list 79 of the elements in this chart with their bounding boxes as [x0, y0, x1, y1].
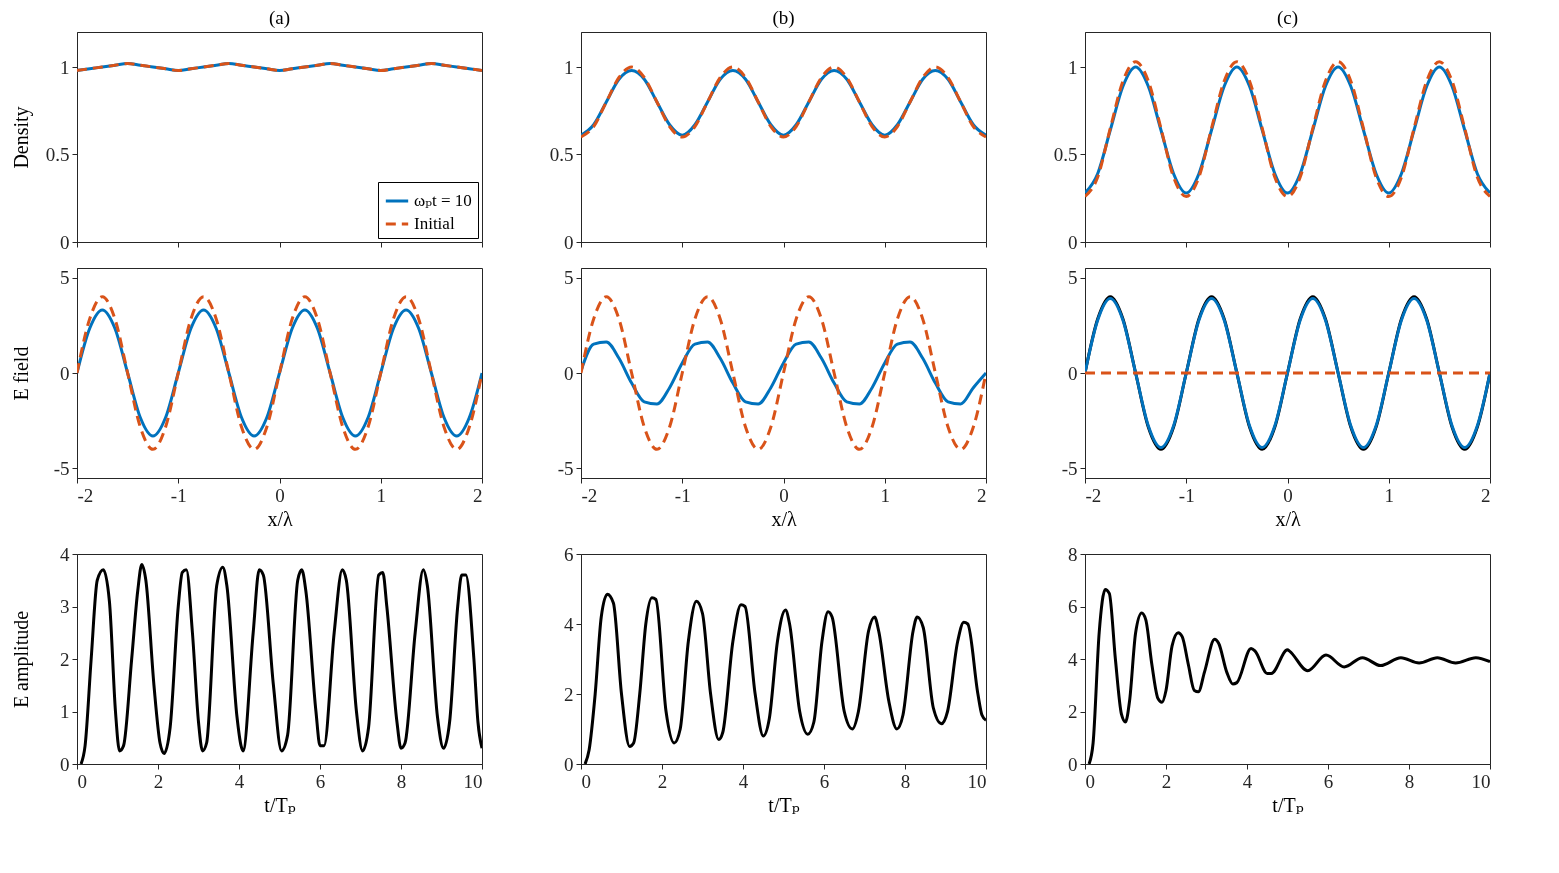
- x-tick-label: 2: [473, 484, 483, 506]
- x-tick-label: 8: [396, 770, 407, 792]
- x-tick-label: 10: [463, 770, 483, 792]
- x-axis-title: x/λ: [267, 507, 293, 530]
- y-tick-label: 6: [1068, 596, 1078, 617]
- chart-title: (b): [772, 7, 795, 29]
- x-tick-label: 6: [819, 770, 830, 792]
- x-tick-label: -2: [581, 484, 598, 506]
- x-axis-title: x/λ: [771, 507, 797, 530]
- y-tick-label: 0: [1068, 231, 1078, 253]
- x-axis-title: t/Tₚ: [264, 793, 296, 816]
- x-tick-label: 1: [376, 484, 386, 506]
- y-tick-label: -5: [1061, 457, 1078, 479]
- x-tick-label: 1: [880, 484, 890, 506]
- y-tick-label: 0: [60, 231, 70, 253]
- y-axis-title: E amplitude: [9, 610, 33, 709]
- x-axis-title: t/Tₚ: [768, 793, 800, 816]
- x-tick-label: 0: [275, 484, 285, 506]
- x-tick-label: 2: [657, 770, 668, 792]
- y-tick-label: 0.5: [549, 144, 574, 165]
- x-tick-label: 2: [153, 770, 164, 792]
- x-tick-label: -1: [1178, 484, 1195, 506]
- y-tick-label: 4: [1068, 648, 1078, 670]
- legend-label: ωₚt = 10: [414, 191, 472, 210]
- y-tick-label: 6: [564, 543, 574, 565]
- y-tick-label: 4: [564, 613, 574, 635]
- y-tick-label: 5: [60, 267, 70, 289]
- y-tick-label: 0: [1068, 753, 1078, 775]
- y-tick-label: 1: [1068, 56, 1078, 78]
- x-tick-label: 10: [1471, 770, 1491, 792]
- x-tick-label: 0: [1283, 484, 1293, 506]
- x-tick-label: -2: [1085, 484, 1102, 506]
- legend-label: Initial: [414, 214, 455, 233]
- x-tick-label: 4: [234, 770, 245, 792]
- x-tick-label: -1: [674, 484, 691, 506]
- y-tick-label: 1: [564, 56, 574, 78]
- y-tick-label: 2: [1068, 701, 1078, 722]
- y-tick-label: 2: [564, 683, 574, 705]
- chart-title: (c): [1276, 7, 1299, 29]
- y-tick-label: 0: [60, 753, 70, 775]
- y-tick-label: 1: [60, 56, 70, 78]
- x-tick-label: 8: [1404, 770, 1415, 792]
- x-tick-label: 4: [738, 770, 749, 792]
- y-tick-label: 0: [564, 753, 574, 775]
- x-tick-label: 0: [581, 770, 591, 792]
- y-tick-label: 2: [60, 648, 70, 670]
- y-tick-label: 0.5: [45, 144, 70, 165]
- x-axis-title: t/Tₚ: [1272, 793, 1304, 816]
- x-tick-label: 4: [1242, 770, 1253, 792]
- x-tick-label: 6: [315, 770, 326, 792]
- y-tick-label: 0: [564, 362, 574, 384]
- y-axis-title: Density: [9, 106, 33, 169]
- x-tick-label: 6: [1323, 770, 1334, 792]
- y-tick-label: 0: [60, 362, 70, 384]
- x-tick-label: 10: [967, 770, 987, 792]
- x-tick-label: -1: [170, 484, 187, 506]
- x-tick-label: 8: [900, 770, 911, 792]
- y-tick-label: 5: [564, 267, 574, 289]
- chart-title: (a): [268, 7, 291, 29]
- x-tick-label: 0: [779, 484, 789, 506]
- y-tick-label: 4: [60, 543, 70, 565]
- x-axis-title: x/λ: [1275, 507, 1301, 530]
- x-tick-label: 2: [1481, 484, 1491, 506]
- x-tick-label: -2: [77, 484, 94, 506]
- x-tick-label: 1: [1384, 484, 1394, 506]
- y-axis-title: E field: [9, 346, 32, 401]
- x-tick-label: 0: [1085, 770, 1095, 792]
- y-tick-label: 5: [1068, 267, 1078, 289]
- x-tick-label: 0: [77, 770, 87, 792]
- y-tick-label: -5: [557, 457, 574, 479]
- y-tick-label: 0.5: [1053, 144, 1078, 165]
- x-tick-label: 2: [1161, 770, 1172, 792]
- y-tick-label: 0: [1068, 362, 1078, 384]
- y-tick-label: 0: [564, 231, 574, 253]
- y-tick-label: 3: [60, 596, 70, 617]
- y-tick-label: 8: [1068, 543, 1078, 565]
- y-tick-label: -5: [53, 457, 70, 479]
- y-tick-label: 1: [60, 701, 70, 722]
- x-tick-label: 2: [977, 484, 987, 506]
